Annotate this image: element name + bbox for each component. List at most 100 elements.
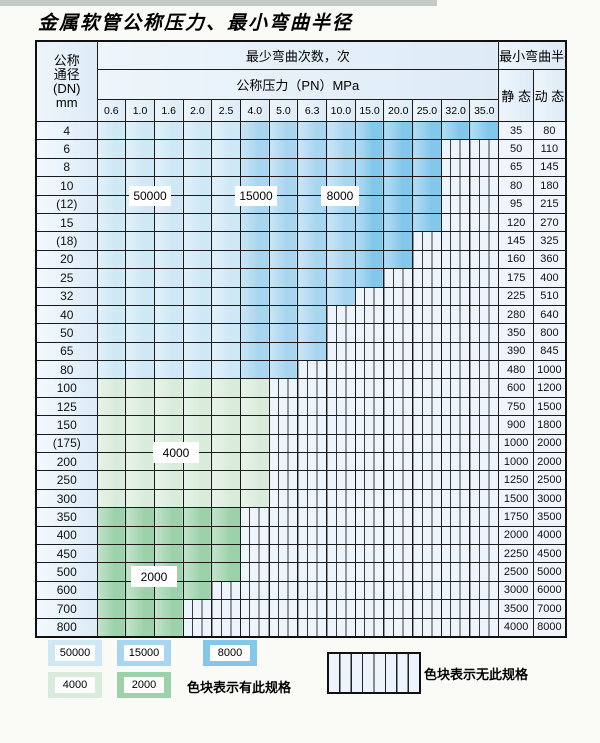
spec-cell xyxy=(96,525,127,545)
spec-cell xyxy=(96,415,127,435)
spec-cell xyxy=(354,268,385,288)
spec-cell xyxy=(96,212,127,233)
no-spec-cell xyxy=(440,617,471,638)
dn-cell: (175) xyxy=(35,433,98,454)
spec-cell xyxy=(96,488,127,509)
spec-cell xyxy=(239,120,270,141)
spec-cell xyxy=(153,470,184,490)
spec-cell xyxy=(125,360,155,380)
static-value-cell: 1000 xyxy=(498,433,535,454)
table-row: 20 160 360 xyxy=(35,249,567,270)
spec-cell xyxy=(96,304,127,325)
no-spec-cell xyxy=(297,617,327,638)
pressure-col-header: 15.0 xyxy=(354,99,385,122)
spec-cell xyxy=(383,139,414,159)
table-row: (175) 1000 2000 xyxy=(35,433,567,454)
spec-cell xyxy=(268,323,299,343)
spec-cell xyxy=(182,304,213,325)
pressure-col-header: 2.5 xyxy=(211,99,241,122)
spec-cell xyxy=(297,323,327,343)
dn-cell: 15 xyxy=(35,212,98,233)
dn-cell: 20 xyxy=(35,249,98,270)
spec-table-wrap: 公称 通径 (DN) mm 最少弯曲次数，次 最小弯曲半径 公称压力（PN）MP… xyxy=(35,40,567,638)
dynamic-value-cell: 640 xyxy=(533,304,567,325)
spec-cell xyxy=(412,157,442,178)
dynamic-value-cell: 145 xyxy=(533,157,567,178)
spec-cell xyxy=(239,286,270,306)
static-value-cell: 225 xyxy=(498,286,535,306)
spec-cell xyxy=(211,304,241,325)
spec-cell xyxy=(125,433,155,454)
spec-cell xyxy=(182,525,213,545)
spec-cell xyxy=(211,212,241,233)
no-spec-cell xyxy=(297,599,327,619)
no-spec-cell xyxy=(326,433,356,454)
static-value-cell: 35 xyxy=(498,120,535,141)
legend-swatch-value: 4000 xyxy=(55,677,95,693)
no-spec-cell xyxy=(440,341,471,362)
spec-cell xyxy=(211,360,241,380)
dynamic-value-cell: 4500 xyxy=(533,543,567,564)
spec-cell xyxy=(125,341,155,362)
no-spec-cell xyxy=(268,562,299,582)
no-spec-cell xyxy=(440,249,471,270)
spec-cell xyxy=(383,194,414,214)
dn-cell: 50 xyxy=(35,323,98,343)
spec-cell xyxy=(412,194,442,214)
no-spec-cell xyxy=(469,378,500,398)
no-spec-cell xyxy=(469,249,500,270)
spec-cell xyxy=(326,157,356,178)
no-spec-cell xyxy=(297,543,327,564)
zone-label-2000: 2000 xyxy=(131,566,177,587)
table-row: 50 350 800 xyxy=(35,323,567,343)
no-spec-cell xyxy=(297,415,327,435)
no-spec-cell xyxy=(383,433,414,454)
spec-cell xyxy=(211,488,241,509)
no-spec-cell xyxy=(354,452,385,472)
spec-cell xyxy=(182,120,213,141)
static-value-cell: 175 xyxy=(498,268,535,288)
spec-cell xyxy=(96,580,127,601)
spec-cell xyxy=(412,120,442,141)
spec-cell xyxy=(96,433,127,454)
no-spec-cell xyxy=(297,433,327,454)
no-spec-cell xyxy=(440,139,471,159)
static-value-cell: 160 xyxy=(498,249,535,270)
no-spec-cell xyxy=(383,378,414,398)
static-value-cell: 2000 xyxy=(498,525,535,545)
dn-cell: 200 xyxy=(35,452,98,472)
no-spec-cell xyxy=(383,452,414,472)
spec-cell xyxy=(96,543,127,564)
dn-cell: 10 xyxy=(35,176,98,196)
dynamic-value-cell: 3500 xyxy=(533,507,567,527)
no-spec-cell xyxy=(412,525,442,545)
no-spec-cell xyxy=(326,378,356,398)
dn-header-line: mm xyxy=(55,94,78,110)
spec-cell xyxy=(182,323,213,343)
dn-cell: 700 xyxy=(35,599,98,619)
spec-cell xyxy=(211,543,241,564)
spec-cell xyxy=(125,249,155,270)
dn-header-line: 公称 xyxy=(53,52,80,68)
no-spec-cell xyxy=(297,507,327,527)
spec-cell xyxy=(211,433,241,454)
no-spec-cell xyxy=(268,415,299,435)
legend-no-spec-text: 色块表示无此规格 xyxy=(424,667,529,682)
no-spec-cell xyxy=(182,617,213,638)
no-spec-cell xyxy=(354,599,385,619)
spec-cell xyxy=(153,360,184,380)
no-spec-cell xyxy=(383,360,414,380)
no-spec-cell xyxy=(412,323,442,343)
spec-cell xyxy=(211,268,241,288)
no-spec-cell xyxy=(354,323,385,343)
spec-cell xyxy=(383,212,414,233)
no-spec-cell xyxy=(268,470,299,490)
legend-no-spec-swatch xyxy=(327,652,421,694)
spec-cell xyxy=(354,120,385,141)
no-spec-cell xyxy=(326,341,356,362)
no-spec-cell xyxy=(211,599,241,619)
static-value-cell: 120 xyxy=(498,212,535,233)
no-spec-cell xyxy=(383,268,414,288)
spec-cell xyxy=(239,323,270,343)
spec-cell xyxy=(297,268,327,288)
